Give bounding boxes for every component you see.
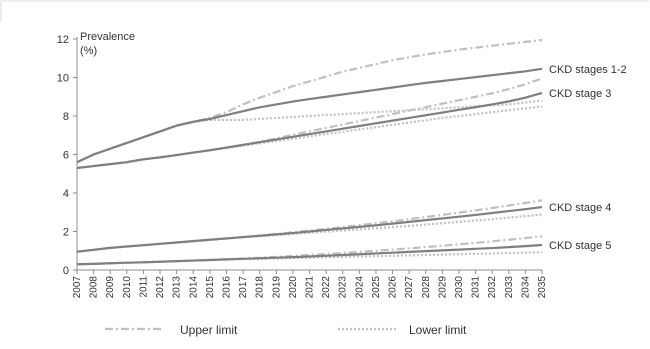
legend: Upper limit Lower limit xyxy=(105,323,467,337)
y-tick-label: 12 xyxy=(57,34,69,46)
legend-lower-label: Lower limit xyxy=(409,323,467,337)
x-tick-label: 2020 xyxy=(288,276,299,299)
y-tick-label: 2 xyxy=(63,227,69,239)
series-2-main-line xyxy=(76,91,543,170)
y-tick-label: 10 xyxy=(57,73,69,85)
x-tick-label: 2013 xyxy=(172,276,183,299)
series-1-label: CKD stages 1-2 xyxy=(549,64,627,76)
x-tick-label: 2017 xyxy=(238,276,249,299)
series-3-label: CKD stage 4 xyxy=(549,202,611,214)
chart-border xyxy=(0,0,649,22)
x-tick-label: 2031 xyxy=(471,276,482,299)
x-tick-label: 2035 xyxy=(537,276,548,299)
x-tick-label: 2033 xyxy=(504,276,515,299)
x-tick-label: 2016 xyxy=(221,276,232,299)
x-tick-label: 2025 xyxy=(371,276,382,299)
x-tick-label: 2015 xyxy=(205,276,216,299)
series-1-upper-line xyxy=(76,38,543,164)
y-axis-ticks: 0 2 4 6 8 10 12 xyxy=(57,34,77,277)
x-tick-label: 2029 xyxy=(437,276,448,299)
x-tick-label: 2021 xyxy=(305,276,316,299)
x-tick-label: 2011 xyxy=(138,276,149,298)
y-axis-label-line2: (%) xyxy=(80,45,97,57)
x-axis-ticks: 2007 2008 2009 2010 2011 2012 2013 2014 2015 2016… xyxy=(72,270,548,298)
series-2-upper-line xyxy=(76,77,543,170)
series-3-upper-line xyxy=(76,199,543,253)
axes xyxy=(76,37,542,271)
series-2-label: CKD stage 3 xyxy=(549,88,611,100)
x-tick-label: 2023 xyxy=(338,276,349,299)
x-tick-label: 2018 xyxy=(255,276,266,299)
y-tick-label: 0 xyxy=(63,265,69,277)
x-tick-label: 2008 xyxy=(89,276,100,299)
y-axis-label-line1: Prevalence xyxy=(80,31,135,43)
x-tick-label: 2027 xyxy=(404,276,415,299)
x-tick-label: 2009 xyxy=(105,276,116,299)
series-3-main-line xyxy=(76,205,543,253)
x-tick-label: 2024 xyxy=(354,276,365,299)
x-tick-label: 2010 xyxy=(122,276,133,299)
y-tick-label: 4 xyxy=(63,188,69,200)
series-3-lower-line xyxy=(76,213,543,253)
y-tick-label: 8 xyxy=(63,111,69,123)
x-tick-label: 2032 xyxy=(487,276,498,299)
x-tick-label: 2026 xyxy=(388,276,399,299)
x-tick-label: 2019 xyxy=(271,276,282,299)
series-labels: CKD stages 1-2 CKD stage 3 CKD stage 4 CKD … xyxy=(549,64,627,252)
series-4-label: CKD stage 5 xyxy=(549,240,611,252)
series-4-upper-line xyxy=(76,235,543,266)
x-tick-label: 2012 xyxy=(155,276,166,299)
x-tick-label: 2034 xyxy=(520,276,531,299)
x-tick-label: 2030 xyxy=(454,276,465,299)
series-4-main-line xyxy=(76,243,543,266)
x-tick-label: 2022 xyxy=(321,276,332,299)
x-tick-label: 2028 xyxy=(421,276,432,299)
x-tick-label: 2014 xyxy=(188,276,199,299)
y-tick-label: 6 xyxy=(63,150,69,162)
series-lines xyxy=(76,38,543,266)
x-tick-label: 2007 xyxy=(72,276,83,299)
series-1-main-line xyxy=(76,67,543,164)
legend-upper-label: Upper limit xyxy=(180,323,238,337)
y-axis-label: Prevalence (%) xyxy=(80,31,135,57)
